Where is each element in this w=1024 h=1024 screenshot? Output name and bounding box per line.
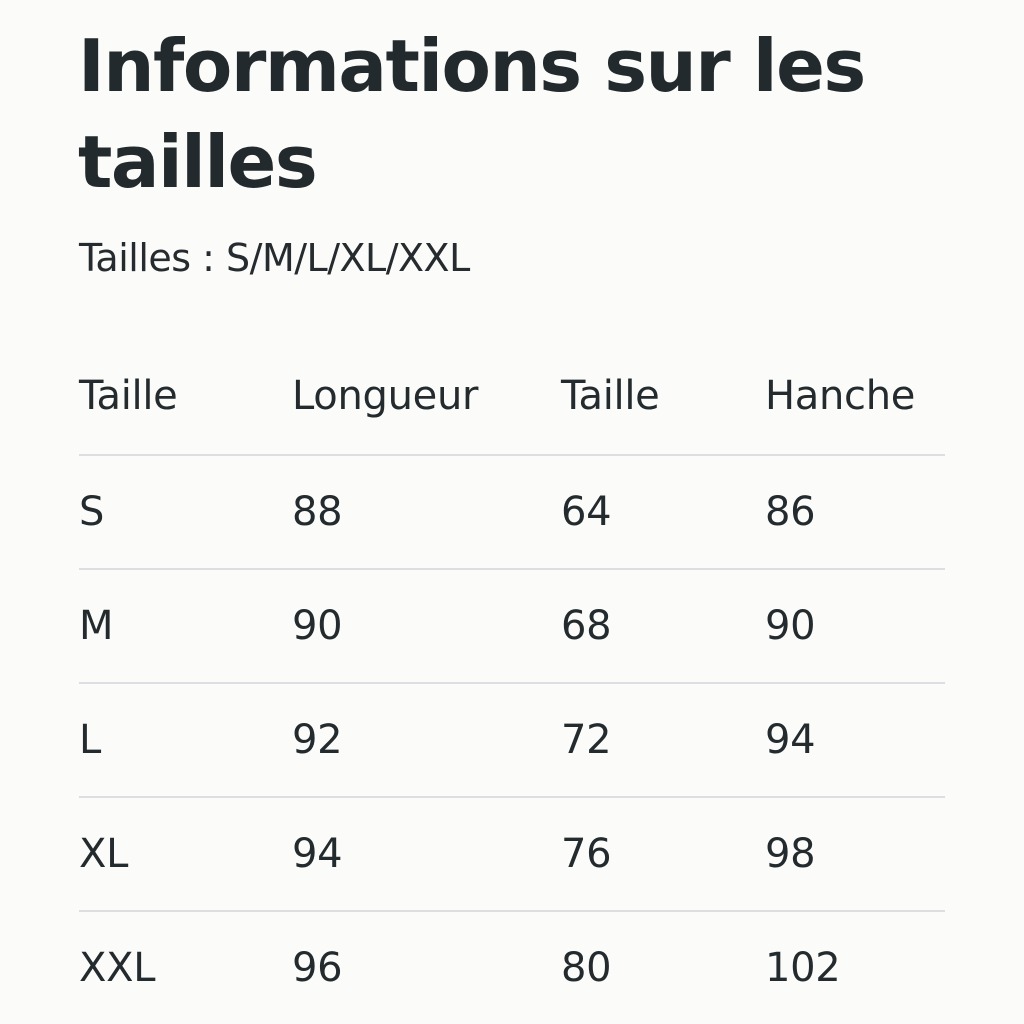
- table-row: XL 94 76 98: [79, 796, 945, 910]
- hip-cell: 102: [765, 945, 841, 991]
- hip-cell: 86: [765, 489, 816, 535]
- table-header-row: Taille Longueur Taille Hanche: [79, 340, 945, 454]
- size-cell: XL: [79, 831, 129, 877]
- waist-cell: 68: [561, 603, 612, 649]
- sizes-subtitle: Tailles : S/M/L/XL/XXL: [79, 236, 470, 280]
- waist-cell: 76: [561, 831, 612, 877]
- table-row: XXL 96 80 102: [79, 910, 945, 1024]
- size-cell: XXL: [79, 945, 156, 991]
- table-row: L 92 72 94: [79, 682, 945, 796]
- waist-cell: 64: [561, 489, 612, 535]
- header-hip: Hanche: [765, 373, 916, 419]
- size-cell: L: [79, 717, 101, 763]
- length-cell: 90: [292, 603, 343, 649]
- hip-cell: 98: [765, 831, 816, 877]
- header-length: Longueur: [292, 373, 479, 419]
- hip-cell: 90: [765, 603, 816, 649]
- size-table: Taille Longueur Taille Hanche S 88 64 86…: [79, 340, 945, 1024]
- length-cell: 92: [292, 717, 343, 763]
- waist-cell: 80: [561, 945, 612, 991]
- waist-cell: 72: [561, 717, 612, 763]
- size-cell: M: [79, 603, 114, 649]
- length-cell: 88: [292, 489, 343, 535]
- length-cell: 96: [292, 945, 343, 991]
- hip-cell: 94: [765, 717, 816, 763]
- header-waist: Taille: [561, 373, 660, 419]
- table-row: S 88 64 86: [79, 454, 945, 568]
- table-row: M 90 68 90: [79, 568, 945, 682]
- header-size: Taille: [79, 373, 178, 419]
- size-cell: S: [79, 489, 105, 535]
- length-cell: 94: [292, 831, 343, 877]
- page-title: Informations sur les tailles: [78, 24, 866, 204]
